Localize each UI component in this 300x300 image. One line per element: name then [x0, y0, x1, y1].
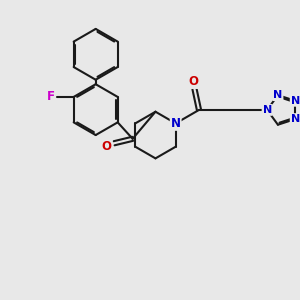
Text: F: F: [46, 90, 55, 104]
Text: O: O: [188, 75, 198, 88]
Text: N: N: [262, 105, 272, 115]
Text: N: N: [171, 117, 181, 130]
Text: O: O: [102, 140, 112, 153]
Text: N: N: [291, 114, 300, 124]
Text: N: N: [291, 96, 300, 106]
Text: N: N: [273, 90, 283, 100]
